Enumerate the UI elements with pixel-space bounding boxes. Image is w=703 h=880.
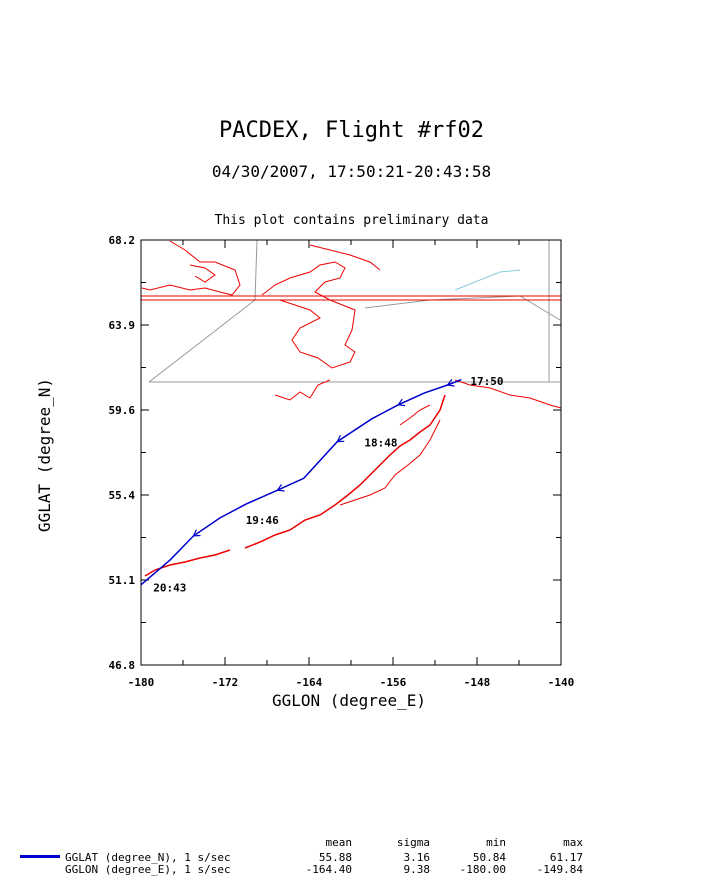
x-tick-label: -148	[464, 676, 491, 689]
x-tick-label: -172	[212, 676, 239, 689]
coastline	[309, 244, 381, 271]
stats-value: -180.00	[459, 863, 506, 876]
coastline	[339, 419, 441, 506]
x-tick-label: -164	[296, 676, 323, 689]
coastline	[454, 379, 562, 409]
x-tick-labels: -180 -172 -164 -156 -148 -140	[128, 676, 575, 689]
y-tick-label: 68.2	[109, 234, 136, 247]
stats-value: 9.38	[403, 863, 431, 876]
tick-marks	[140, 239, 562, 666]
coastline	[261, 261, 356, 369]
coastline	[244, 394, 446, 549]
x-tick-label: -140	[548, 676, 575, 689]
x-tick-label: -180	[128, 676, 155, 689]
stats-value: 50.84	[472, 851, 506, 864]
track-arrow	[192, 529, 201, 537]
y-tick-label: 46.8	[109, 659, 136, 672]
time-label-1750: 17:50	[470, 375, 503, 388]
stats-header-min: min	[486, 836, 506, 849]
coastline	[144, 549, 231, 577]
track-arrow	[336, 435, 345, 443]
border-line	[364, 295, 561, 321]
track-arrow	[276, 484, 285, 492]
plot-frame	[140, 239, 562, 666]
x-tick-label: -156	[380, 676, 407, 689]
chart-title: PACDEX, Flight #rf02	[219, 118, 484, 143]
y-tick-label: 51.1	[109, 574, 136, 587]
y-axis-label: GGLAT (degree_N)	[35, 378, 54, 532]
coastline	[141, 240, 241, 296]
stats-header-mean: mean	[325, 836, 353, 849]
stats-value: -164.40	[305, 863, 352, 876]
coastline	[189, 264, 216, 283]
map-background	[141, 239, 562, 577]
time-label-1848: 18:48	[364, 437, 397, 450]
track-arrows	[192, 379, 455, 537]
y-tick-label: 59.6	[109, 404, 136, 417]
track-arrow	[446, 379, 455, 387]
stats-header-max: max	[563, 836, 583, 849]
y-tick-labels: 68.2 63.9 59.6 55.4 51.1 46.8	[109, 234, 136, 672]
river-line	[454, 269, 521, 291]
time-label-1946: 19:46	[246, 514, 279, 527]
time-labels: 17:50 18:48 19:46 20:43	[153, 375, 503, 595]
stats-value: -149.84	[536, 863, 583, 876]
y-tick-label: 63.9	[109, 319, 136, 332]
stats-row-label: GGLAT (degree_N), 1 s/sec	[65, 851, 231, 864]
coastline	[399, 404, 431, 426]
stats-header-sigma: sigma	[396, 836, 430, 849]
stats-value: 55.88	[318, 851, 352, 864]
y-tick-label: 55.4	[109, 489, 136, 502]
coastline	[274, 379, 331, 401]
stats-table: mean sigma min max GGLAT (degree_N), 1 s…	[0, 836, 703, 880]
stats-value: 61.17	[549, 851, 583, 864]
stats-value: 3.16	[403, 851, 431, 864]
chart-subtitle: 04/30/2007, 17:50:21-20:43:58	[211, 162, 492, 181]
legend-swatch	[20, 855, 60, 858]
time-label-2043: 20:43	[153, 582, 186, 595]
preliminary-note: This plot contains preliminary data	[214, 213, 489, 228]
stats-row-label: GGLON (degree_E), 1 s/sec	[65, 863, 231, 876]
flight-track-line	[140, 378, 462, 586]
track-arrow	[397, 398, 406, 407]
x-axis-label: GGLON (degree_E)	[272, 691, 426, 710]
chart-svg: -180 -172 -164 -156 -148 -140 68.2 63.9 …	[35, 234, 575, 710]
border-line	[148, 239, 258, 383]
